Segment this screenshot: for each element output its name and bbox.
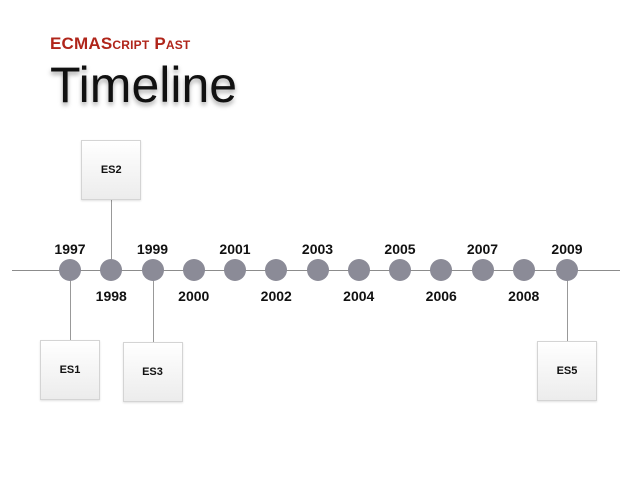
year-label-1999: 1999	[136, 241, 169, 257]
timeline-dot-2003	[306, 259, 329, 281]
timeline-dot-2006	[430, 259, 453, 281]
year-label-1997: 1997	[54, 241, 86, 257]
year-label-2000: 2000	[178, 288, 210, 304]
connector-es2	[111, 200, 112, 270]
timeline-dot-2002	[265, 259, 288, 281]
year-label-2001: 2001	[219, 241, 251, 257]
connector-es3	[153, 270, 154, 342]
year-label-2007: 2007	[466, 241, 499, 257]
release-box-es3: ES3	[122, 342, 183, 402]
release-box-es5: ES5	[537, 341, 597, 401]
timeline-dot-2001	[224, 259, 246, 281]
timeline-dot-2009	[556, 259, 578, 281]
year-label-1998: 1998	[95, 288, 127, 304]
release-box-es1: ES1	[40, 340, 100, 400]
timeline-dot-2005	[389, 259, 411, 281]
slide-subtitle: ECMAScript Past	[50, 34, 191, 53]
timeline-dot-1999	[141, 259, 164, 281]
year-label-2005: 2005	[384, 241, 416, 257]
year-label-2009: 2009	[551, 241, 583, 257]
year-label-2004: 2004	[343, 288, 375, 304]
year-label-2003: 2003	[301, 241, 334, 257]
timeline-dot-2007	[471, 259, 494, 281]
connector-es1	[70, 270, 71, 340]
slide-title: Timeline	[50, 57, 238, 113]
timeline-dot-2004	[347, 259, 370, 281]
timeline-dot-2008	[512, 259, 535, 281]
release-box-es2: ES2	[81, 140, 142, 200]
year-label-2008: 2008	[508, 288, 540, 304]
year-label-2006: 2006	[425, 288, 457, 304]
connector-es5	[567, 270, 568, 341]
year-label-2002: 2002	[260, 288, 292, 304]
timeline-dot-1997	[59, 259, 81, 281]
timeline-dot-1998	[100, 259, 123, 281]
timeline-dot-2000	[182, 259, 205, 281]
